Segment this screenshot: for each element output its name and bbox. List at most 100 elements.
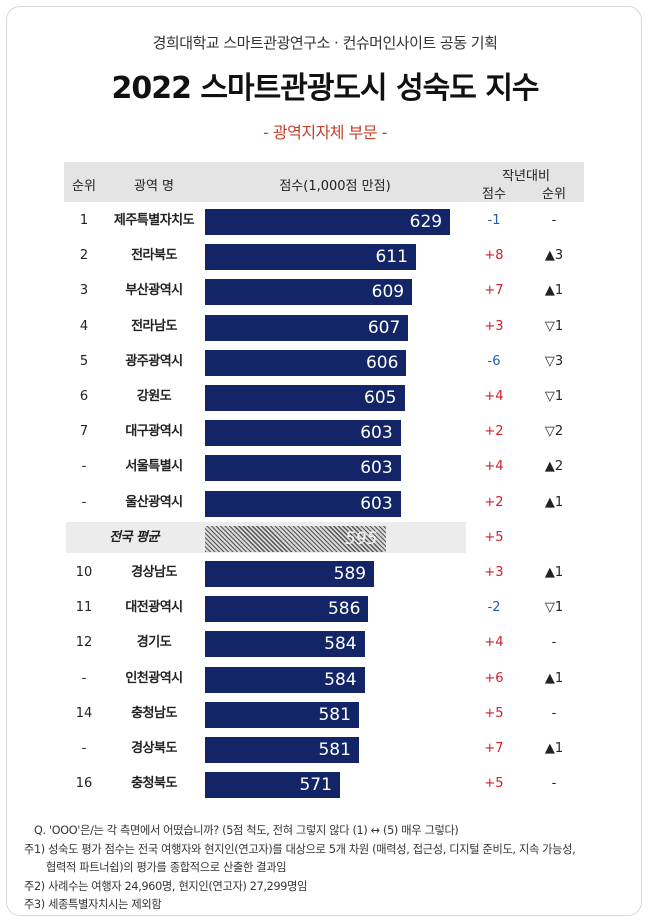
region-name: 서울특별시 xyxy=(125,459,183,475)
yoy-score-change: -2 xyxy=(487,600,501,616)
yoy-score-change: +2 xyxy=(484,424,504,440)
rank-cell: 11 xyxy=(75,600,93,616)
region-name: 전국 평균 xyxy=(109,529,159,545)
region-name: 전라남도 xyxy=(131,318,177,334)
rank-cell: 4 xyxy=(79,318,89,334)
yoy-rank-change: ▲1 xyxy=(544,670,564,686)
table-row: 4 전라남도 607 +3 ▽1 xyxy=(0,309,650,344)
header: 경희대학교 스마트관광연구소 · 컨슈머인사이트 공동 기획 2022 스마트관… xyxy=(0,32,650,143)
note-question: Q. 'OOO'은/는 각 측면에서 어떴습니까? (5점 척도, 전혀 그렇지… xyxy=(34,824,459,837)
score-bar: 584 xyxy=(205,631,365,658)
yoy-score-change: +6 xyxy=(484,670,504,686)
yoy-rank-change: - xyxy=(551,213,557,228)
region-name: 강원도 xyxy=(136,389,172,404)
yoy-rank-change: ▽1 xyxy=(544,318,564,334)
score-bar: 584 xyxy=(205,666,365,693)
yoy-score-change: +3 xyxy=(484,318,504,334)
region-name: 경상북도 xyxy=(131,741,177,756)
region-name: 울산광역시 xyxy=(125,494,183,510)
yoy-score-change: -6 xyxy=(487,353,501,369)
subtitle: 경희대학교 스마트관광연구소 · 컨슈머인사이트 공동 기획 xyxy=(152,34,498,52)
yoy-score-change: +7 xyxy=(484,283,504,299)
page-title: 2022 스마트관광도시 성숙도 지수 xyxy=(111,71,539,106)
table-row: 1 제주특별자치도 629 -1 - xyxy=(0,203,650,238)
region-name: 광주광역시 xyxy=(125,353,183,369)
yoy-score-change: +4 xyxy=(484,389,504,404)
score-bar: 571 xyxy=(205,772,340,799)
rank-cell: 3 xyxy=(79,283,89,299)
table-row: 6 강원도 605 +4 ▽1 xyxy=(0,379,650,414)
yoy-rank-change: ▽1 xyxy=(544,389,564,404)
yoy-rank-change: ▽2 xyxy=(544,424,564,440)
region-name: 충청남도 xyxy=(131,705,177,721)
region-name: 대전광역시 xyxy=(125,600,183,616)
region-name: 경상남도 xyxy=(131,565,177,580)
section-label: - 광역지자체 부문 - xyxy=(263,123,387,142)
col-rank: 순위 xyxy=(72,179,96,194)
yoy-score-change: +7 xyxy=(484,741,504,756)
region-name: 충청북도 xyxy=(131,776,177,792)
score-bar: 607 xyxy=(205,314,409,341)
card-frame xyxy=(6,6,642,916)
region-name: 인천광역시 xyxy=(125,670,183,686)
yoy-score-change: -1 xyxy=(487,213,501,228)
region-name: 대구광역시 xyxy=(125,424,183,440)
yoy-rank-change: - xyxy=(551,635,557,651)
rank-cell: - xyxy=(81,494,87,510)
yoy-score-change: +5 xyxy=(484,776,504,792)
note-3: 주3) 세종특별자치시는 제외함 xyxy=(24,898,162,912)
table-row: 7 대구광역시 603 +2 ▽2 xyxy=(0,414,650,449)
table-row: 10 경상남도 589 +3 ▲1 xyxy=(0,555,650,590)
score-bar: 609 xyxy=(205,279,413,306)
table-row: 16 충청북도 571 +5 - xyxy=(0,766,650,801)
note-1: 주1) 성숙도 평가 점수는 전국 여행자와 현지인(연고자)를 대상으로 5개… xyxy=(24,842,576,856)
rank-cell: - xyxy=(81,670,87,686)
yoy-rank-change: - xyxy=(551,705,557,721)
table-row: 5 광주광역시 606 -6 ▽3 xyxy=(0,344,650,379)
rank-cell: 1 xyxy=(79,213,89,228)
table-row: 14 충청남도 581 +5 - xyxy=(0,696,650,731)
score-bar: 589 xyxy=(205,561,375,587)
yoy-score-change: +4 xyxy=(484,459,504,475)
score-bar: 581 xyxy=(205,701,359,728)
yoy-rank-change: ▲2 xyxy=(544,459,564,475)
table-row: 3 부산광역시 609 +7 ▲1 xyxy=(0,273,650,308)
average-row: 전국 평균 595 +5 xyxy=(0,520,650,555)
rank-cell: 5 xyxy=(79,353,89,369)
rank-cell: 7 xyxy=(79,424,89,440)
yoy-score-change: +5 xyxy=(484,705,504,721)
region-name: 부산광역시 xyxy=(125,283,183,299)
rank-cell: 6 xyxy=(79,389,89,404)
note-2: 주2) 사례수는 여행자 24,960명, 현지인(연고자) 27,299명임 xyxy=(24,879,308,893)
score-bar: 586 xyxy=(205,596,369,623)
yoy-rank-change: ▲3 xyxy=(544,248,564,264)
table-row: - 경상북도 581 +7 ▲1 xyxy=(0,731,650,766)
table-row: 2 전라북도 611 +8 ▲3 xyxy=(0,238,650,273)
col-region: 광역 명 xyxy=(133,179,174,194)
yoy-score-change: +2 xyxy=(484,494,504,510)
region-name: 경기도 xyxy=(136,635,172,651)
yoy-score-change: +5 xyxy=(484,529,504,545)
rank-cell: 10 xyxy=(75,565,93,580)
yoy-rank-change: - xyxy=(551,776,557,792)
yoy-score-change: +8 xyxy=(484,248,504,264)
score-bar: 595 xyxy=(205,525,386,552)
col-yoy-score: 점수 xyxy=(482,187,506,202)
score-bar: 629 xyxy=(205,209,451,235)
score-bar: 606 xyxy=(205,349,407,376)
rank-cell: 14 xyxy=(75,705,93,721)
yoy-rank-change: ▽1 xyxy=(544,600,564,616)
yoy-rank-change: ▲1 xyxy=(544,494,564,510)
score-bar: 603 xyxy=(205,420,401,447)
rank-cell: - xyxy=(81,741,87,756)
col-score: 점수(1,000점 만점) xyxy=(279,179,391,194)
yoy-score-change: +3 xyxy=(484,565,504,580)
yoy-rank-change: ▲1 xyxy=(544,283,564,299)
yoy-rank-change: ▲1 xyxy=(544,565,564,580)
yoy-score-change: +4 xyxy=(484,635,504,651)
table-header: 순위 광역 명 점수(1,000점 만점) 작년대비 점수 순위 xyxy=(64,162,584,202)
table-row: - 울산광역시 603 +2 ▲1 xyxy=(0,485,650,520)
col-yoy-rank: 순위 xyxy=(542,187,566,202)
footnotes: Q. 'OOO'은/는 각 측면에서 어떴습니까? (5점 척도, 전혀 그렇지… xyxy=(24,822,634,915)
table-row: - 서울특별시 603 +4 ▲2 xyxy=(0,449,650,484)
